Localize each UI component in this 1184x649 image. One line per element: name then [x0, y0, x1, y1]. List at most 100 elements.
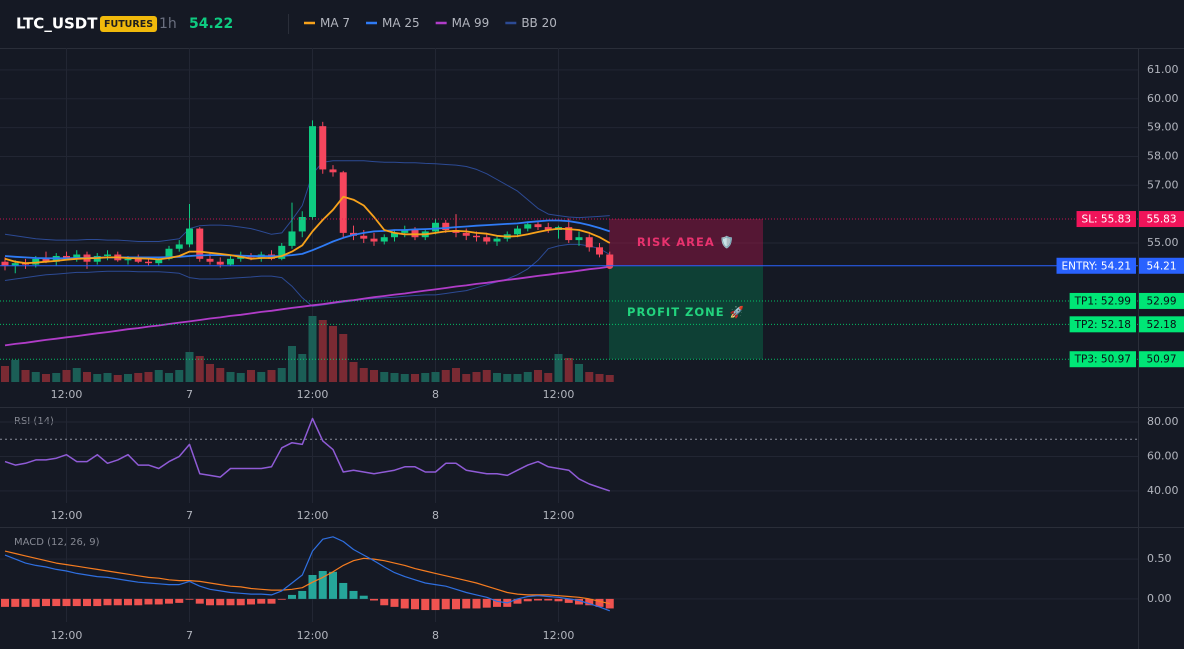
- volume-bar: [400, 374, 409, 382]
- candle-body: [104, 254, 111, 256]
- level-tag[interactable]: TP1: 52.99: [1074, 295, 1131, 307]
- x-tick-label: 12:00: [543, 629, 575, 642]
- candle-body: [206, 258, 214, 262]
- volume-bar: [431, 372, 440, 382]
- volume-bar: [83, 372, 91, 382]
- volume-bar: [11, 360, 20, 382]
- volume-bar: [257, 372, 266, 382]
- level-tag[interactable]: ENTRY: 54.21: [1062, 260, 1131, 272]
- legend-label[interactable]: MA 25: [382, 16, 420, 30]
- histogram-bar: [1, 598, 9, 607]
- histogram-bar: [370, 598, 378, 601]
- volume-bar: [534, 370, 542, 382]
- level-price-background: [1139, 211, 1184, 228]
- x-tick-label: 12:00: [543, 509, 575, 522]
- x-tick-label: 12:00: [51, 629, 83, 642]
- volume-bar: [605, 375, 614, 382]
- candle-body: [360, 235, 368, 239]
- volume-bar: [236, 373, 245, 382]
- level-price-background: [1139, 351, 1184, 368]
- signal-line: [4, 550, 610, 605]
- histogram-bar: [380, 598, 389, 606]
- level-tag[interactable]: SL: 55.83: [1082, 214, 1131, 226]
- level-price-background: [1139, 292, 1184, 309]
- candle-body: [380, 237, 388, 242]
- candle-body: [309, 126, 316, 218]
- histogram-bar: [349, 590, 358, 599]
- candle-body: [596, 247, 603, 255]
- level-tag[interactable]: TP3: 50.97: [1074, 354, 1131, 366]
- legend-label[interactable]: BB 20: [521, 16, 557, 30]
- candle-body: [401, 229, 409, 233]
- candle-body: [175, 244, 183, 249]
- histogram-bar: [185, 598, 194, 600]
- legend-label[interactable]: MA 7: [320, 16, 350, 30]
- candle-body: [462, 232, 470, 236]
- volume-bar: [349, 362, 358, 382]
- volume-bar: [124, 374, 132, 382]
- candle-body: [493, 238, 501, 242]
- level-tag[interactable]: TP2: 52.18: [1074, 319, 1131, 331]
- volume-bar: [452, 368, 460, 382]
- volume-bar: [503, 374, 512, 382]
- level-tag-background: [1069, 316, 1136, 333]
- level-price: 54.21: [1146, 260, 1176, 272]
- volume-bar: [288, 346, 296, 382]
- level-tag-background: [1069, 292, 1136, 309]
- candle-body: [165, 248, 173, 259]
- histogram-bar: [482, 598, 491, 608]
- volume-bar: [564, 358, 573, 382]
- candle-body: [473, 235, 480, 238]
- volume-bar: [113, 375, 122, 382]
- level-price-background: [1139, 316, 1184, 333]
- volume-bar: [154, 370, 163, 382]
- x-tick-label: 12:00: [51, 509, 83, 522]
- volume-bar: [195, 356, 204, 382]
- moving-average: [4, 265, 610, 347]
- moving-average: [4, 195, 611, 265]
- volume-bar: [441, 370, 450, 382]
- candle-body: [319, 126, 327, 170]
- profit-zone: [609, 265, 763, 360]
- bollinger-upper: [4, 160, 610, 242]
- symbol[interactable]: LTC_USDT: [16, 15, 98, 33]
- volume-bar: [575, 364, 583, 382]
- candle-body: [216, 261, 224, 265]
- x-tick-label: 12:00: [51, 388, 83, 401]
- volume-bar: [206, 364, 214, 382]
- volume-bar: [329, 326, 337, 382]
- candle-body: [524, 224, 532, 229]
- histogram-bar: [144, 598, 153, 605]
- volume-bar: [411, 374, 419, 382]
- histogram-bar: [452, 598, 460, 610]
- volume-bar: [359, 368, 368, 382]
- histogram-bar: [298, 590, 307, 599]
- histogram-bar: [441, 598, 450, 610]
- histogram-bar: [42, 598, 50, 607]
- volume-bar: [31, 372, 40, 382]
- histogram-bar: [595, 598, 604, 607]
- volume-bar: [513, 374, 522, 382]
- volume-bar: [554, 354, 563, 382]
- level-price: 55.83: [1146, 214, 1176, 226]
- level-tag-background: [1076, 211, 1136, 228]
- candle-body: [432, 222, 439, 232]
- volume-bar: [585, 372, 594, 382]
- y-tick-label: 59.00: [1147, 121, 1179, 134]
- interval[interactable]: 1h: [159, 16, 177, 32]
- legend-label[interactable]: MA 99: [452, 16, 490, 30]
- volume-bar: [421, 373, 430, 382]
- bollinger-lower: [4, 243, 611, 307]
- profit-zone-label: PROFIT ZONE 🚀: [627, 305, 745, 319]
- candle-body: [514, 228, 521, 235]
- candle-body: [227, 258, 234, 265]
- candle-body: [288, 231, 296, 246]
- volume-bar: [165, 373, 173, 382]
- histogram-bar: [124, 598, 132, 606]
- volume-bar: [72, 368, 81, 382]
- candle-body: [483, 237, 491, 242]
- last-price: 54.22: [189, 16, 233, 32]
- volume-bar: [185, 352, 194, 382]
- volume-bar: [318, 320, 327, 382]
